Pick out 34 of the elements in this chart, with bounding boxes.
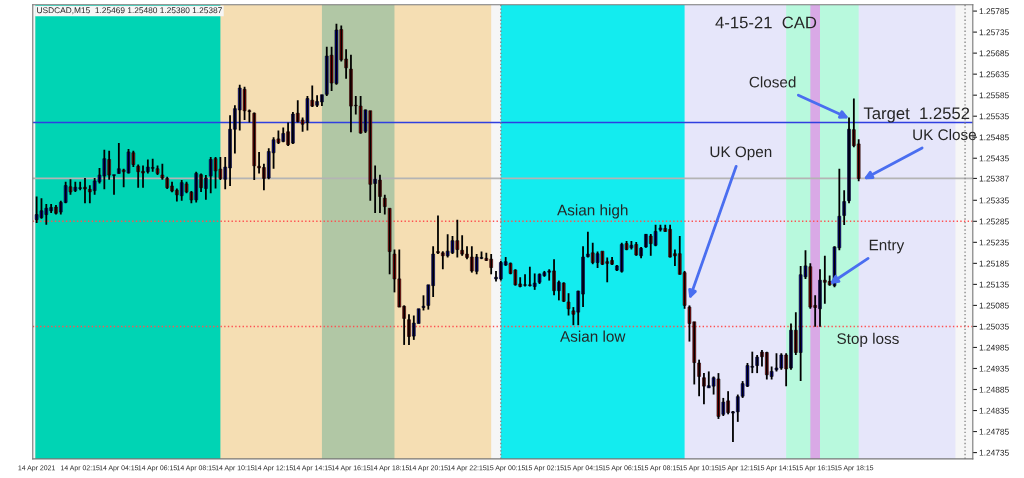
y-tick-label: 1.24985	[979, 344, 1009, 351]
y-tick-label: 1.25585	[979, 92, 1009, 99]
y-tick-label: 1.25535	[979, 113, 1009, 120]
y-tick-label: 1.25785	[979, 8, 1009, 15]
y-tick-label: 1.24885	[979, 386, 1009, 393]
y-tick-label: 1.25435	[979, 155, 1009, 162]
ref-line-label: Target 1.2552	[863, 107, 970, 123]
y-tick-label: 1.25387	[979, 175, 1009, 182]
annotation: UK Open	[710, 146, 772, 161]
y-tick-label: 1.25335	[979, 197, 1009, 204]
candlestick	[716, 372, 721, 420]
y-tick-label: 1.25635	[979, 71, 1009, 78]
y-tick-label: 1.24935	[979, 365, 1009, 372]
chart-subtitle: USDCAD,M15 1.25469 1.25480 1.25380 1.25387	[37, 7, 222, 15]
annotation: Entry	[869, 239, 905, 254]
y-tick-label: 1.25735	[979, 29, 1009, 36]
y-tick-label: 1.25085	[979, 302, 1009, 309]
y-tick-label: 1.24835	[979, 407, 1009, 414]
text: 4-15-21 CAD	[715, 16, 817, 29]
annotation: Stop loss	[837, 332, 899, 348]
annotation: Asian low	[560, 330, 626, 342]
y-tick-label: 1.24735	[979, 449, 1009, 456]
y-tick-label: 1.25185	[979, 260, 1009, 267]
y-tick-label: 1.24785	[979, 428, 1009, 435]
y-tick-label: 1.25035	[979, 323, 1009, 330]
y-tick-label: 1.25235	[979, 239, 1009, 246]
annotation: Closed	[749, 76, 796, 88]
annotation: UK Close	[913, 128, 976, 141]
y-tick-label: 1.25285	[979, 218, 1009, 225]
y-tick-label: 1.25135	[979, 281, 1009, 288]
y-tick-label: 1.25685	[979, 50, 1009, 57]
candlestick	[213, 156, 218, 190]
annotation: Asian high	[557, 204, 628, 219]
y-tick-label: 1.25485	[979, 134, 1009, 141]
